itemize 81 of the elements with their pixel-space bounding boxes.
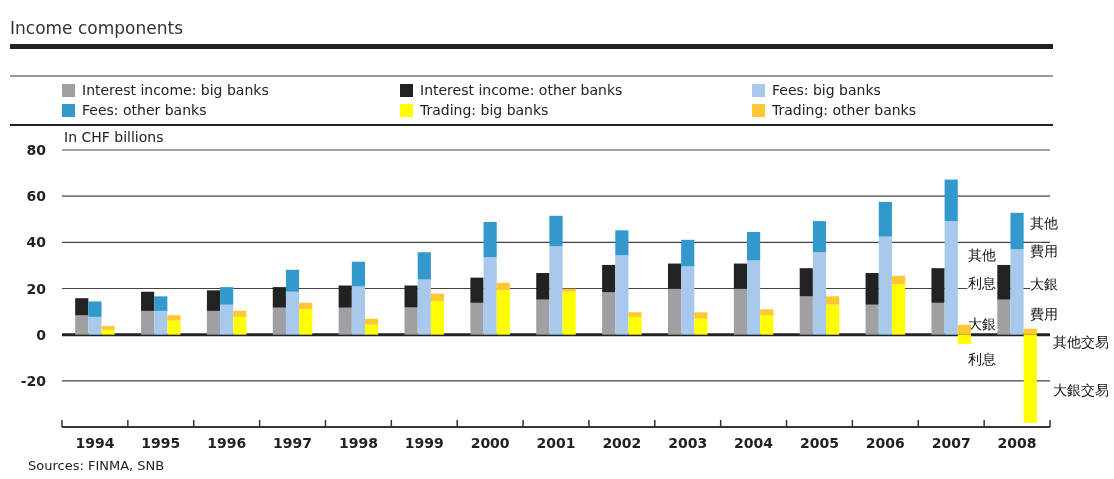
bar (167, 315, 181, 321)
annotation: 費用 (1030, 243, 1058, 259)
x-tick-label: 1994 (75, 435, 115, 451)
x-tick-label: 2002 (602, 435, 642, 451)
bar (957, 334, 971, 344)
x-tick-label: 2007 (931, 435, 971, 451)
x-tick-label: 1995 (141, 435, 181, 451)
bar (483, 222, 497, 258)
x-tick-label: 1998 (338, 435, 378, 451)
bar (430, 293, 445, 301)
bar (747, 231, 761, 261)
x-tick-label: 2000 (470, 435, 510, 451)
bar (812, 252, 827, 335)
bar (364, 318, 379, 325)
bar (233, 310, 247, 317)
y-tick-label: 20 (26, 280, 47, 297)
legend-label: Interest income: other banks (420, 82, 623, 98)
legend-label: Trading: other banks (771, 102, 917, 118)
x-tick-label: 1997 (273, 435, 313, 451)
bar (944, 179, 958, 222)
bar (536, 273, 550, 300)
bar (865, 273, 879, 305)
bar (891, 275, 906, 285)
bar (1023, 328, 1037, 335)
bar (351, 261, 365, 287)
bar (496, 282, 510, 291)
bar (826, 296, 840, 305)
x-tick-label: 2001 (536, 435, 576, 451)
chart-title: Income components (10, 18, 184, 38)
bar (694, 312, 708, 319)
bar (760, 315, 774, 335)
bar (681, 239, 695, 267)
bar (1010, 212, 1024, 250)
bar (957, 324, 971, 335)
annotation: 利息 (968, 275, 996, 291)
x-tick-label: 2003 (668, 435, 708, 451)
bar (628, 312, 642, 317)
bar (760, 309, 774, 316)
bar (931, 302, 945, 335)
y-tick-label: 0 (36, 326, 47, 343)
x-tick-label: 1996 (207, 435, 247, 451)
y-axis-title: In CHF billions (64, 129, 164, 145)
bar (694, 318, 708, 335)
annotation: 其他 (968, 247, 996, 263)
y-tick-label: 80 (26, 142, 47, 158)
text: 大銀交易 (1053, 382, 1109, 398)
annotation: 其他 (1030, 215, 1058, 231)
x-tick-label: 2006 (865, 435, 905, 451)
annotation: 費用 (1030, 306, 1058, 322)
bar (615, 230, 629, 256)
bar (417, 252, 431, 280)
bar (1010, 249, 1024, 335)
x-tick-label: 1999 (404, 435, 444, 451)
legend-label: Trading: big banks (419, 102, 549, 118)
x-tick-label: 2005 (799, 435, 839, 451)
annotation: 大銀 (1030, 276, 1058, 292)
bar (931, 268, 945, 303)
bar (364, 324, 379, 335)
bar (299, 302, 313, 310)
annotation: 利息 (968, 351, 996, 367)
legend-label: Fees: other banks (82, 102, 207, 118)
bar (562, 288, 576, 292)
legend-label: Fees: big banks (772, 82, 881, 98)
y-tick-label: 40 (26, 234, 47, 251)
bar (285, 269, 300, 292)
y-tick-label: -20 (20, 372, 47, 389)
y-tick-label: 60 (26, 188, 47, 205)
bar (1023, 334, 1037, 423)
bar (628, 316, 642, 335)
bar (878, 201, 892, 237)
bar (549, 246, 563, 335)
bar (812, 221, 827, 253)
x-tick-label: 2004 (734, 435, 774, 451)
legend-label: Interest income: big banks (82, 82, 269, 98)
bar (549, 215, 563, 247)
bar (944, 221, 958, 335)
source-note: Sources: FINMA, SNB (28, 458, 165, 473)
bar (865, 304, 879, 335)
x-tick-label: 2008 (997, 435, 1037, 451)
bar (101, 326, 115, 330)
text: 其他交易 (1053, 334, 1109, 350)
